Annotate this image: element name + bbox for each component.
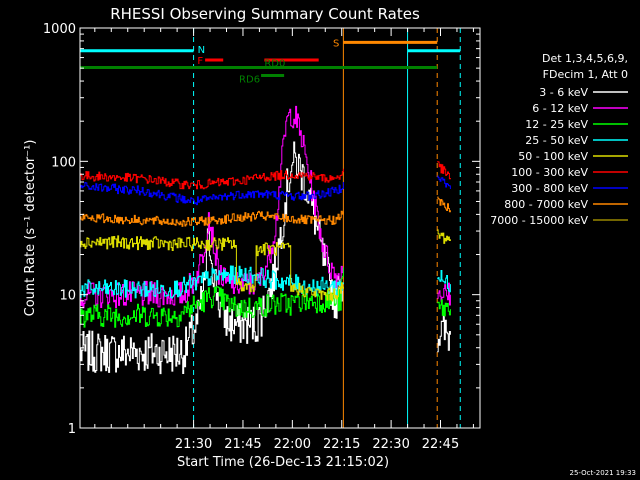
- legend-label: 7000 - 15000 keV: [490, 214, 588, 227]
- chart-title: RHESSI Observing Summary Count Rates: [110, 5, 420, 23]
- legend-label: 800 - 7000 keV: [504, 198, 588, 211]
- y-tick-label: 100: [51, 155, 76, 170]
- flag-label: RD6: [239, 75, 260, 86]
- legend-header-line-2: FDecim 1, Att 0: [543, 68, 628, 81]
- x-axis-title: Start Time (26-Dec-13 21:15:02): [177, 455, 389, 470]
- y-axis-title: Count Rate (s⁻¹ detector⁻¹): [23, 140, 38, 317]
- legend-label: 300 - 800 keV: [511, 182, 588, 195]
- series-line: [80, 235, 344, 302]
- series-line: [80, 141, 344, 375]
- series-line: [437, 299, 451, 317]
- legend-header-line-1: Det 1,3,4,5,6,9,: [542, 52, 628, 65]
- legend: Det 1,3,4,5,6,9, FDecim 1, Att 0 3 - 6 k…: [490, 52, 628, 227]
- legend-label: 12 - 25 keV: [525, 118, 588, 131]
- legend-label: 50 - 100 keV: [518, 150, 588, 163]
- flag-label: F: [197, 56, 203, 67]
- series-line: [437, 282, 451, 306]
- x-tick-label: 22:30: [372, 437, 409, 452]
- legend-label: 3 - 6 keV: [539, 86, 588, 99]
- legend-label: 6 - 12 keV: [532, 102, 588, 115]
- y-axis: 1 10 100 1000: [43, 22, 480, 437]
- series-line: [80, 168, 344, 190]
- series-layer: [80, 105, 451, 375]
- x-tick-label: 21:30: [175, 437, 212, 452]
- flag-label: N: [198, 45, 205, 56]
- series-line: [437, 270, 451, 293]
- series-line: [80, 182, 344, 206]
- series-line: [437, 229, 451, 244]
- y-tick-label: 1: [68, 422, 76, 437]
- plot-frame: [79, 27, 481, 429]
- legend-label: 25 - 50 keV: [525, 134, 588, 147]
- x-tick-label: 22:45: [422, 437, 459, 452]
- y-tick-label: 10: [59, 289, 76, 304]
- flag-annotations: N S F RD0 RD6: [80, 38, 461, 86]
- x-tick-label: 22:15: [323, 437, 360, 452]
- flag-label: RD0: [264, 59, 285, 70]
- x-tick-label: 22:00: [274, 437, 311, 452]
- flag-label: S: [333, 38, 339, 49]
- series-line: [437, 196, 451, 213]
- series-line: [80, 210, 344, 227]
- series-line: [437, 161, 451, 180]
- legend-label: 100 - 300 keV: [511, 166, 588, 179]
- y-tick-label: 1000: [43, 22, 76, 37]
- x-axis: 21:30 21:45 22:00 22:15 22:30 22:45: [94, 28, 474, 452]
- generated-timestamp: 25-Oct-2021 19:33: [570, 469, 636, 477]
- series-line: [437, 175, 451, 189]
- x-tick-label: 21:45: [224, 437, 261, 452]
- series-line: [80, 105, 344, 309]
- series-line: [80, 267, 344, 328]
